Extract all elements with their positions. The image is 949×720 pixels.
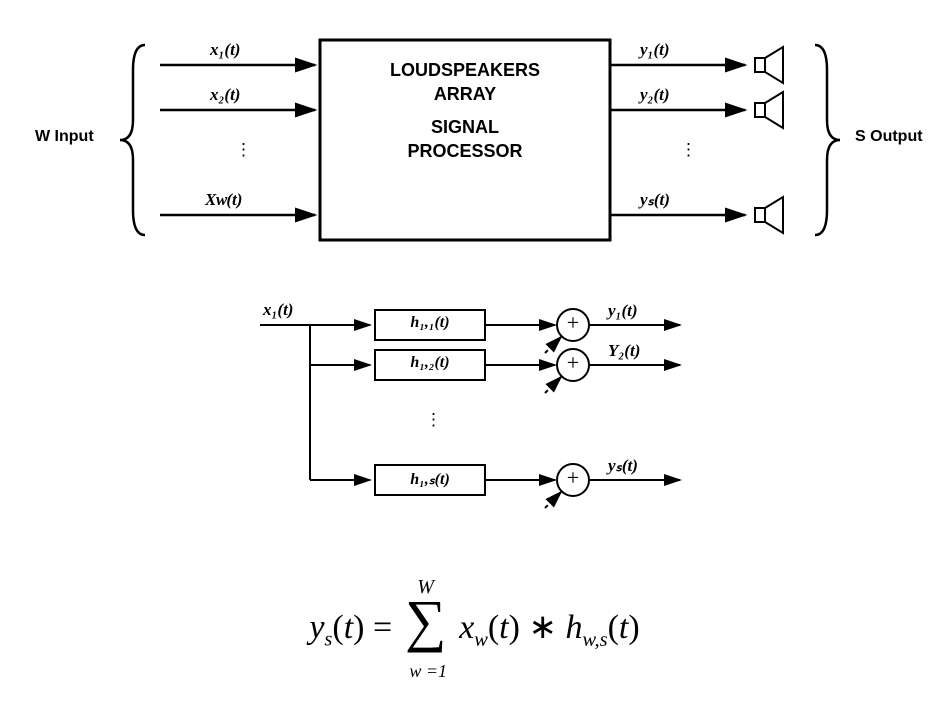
eq-lhs-rest: (t) = (332, 609, 400, 646)
output-ys: yₛ(t) (640, 190, 670, 210)
output-y2: y₂(t) (640, 85, 670, 105)
processor-line: ARRAY (320, 82, 610, 106)
mid-out-ys: yₛ(t) (608, 456, 638, 476)
vdots-icon: ⋮ (235, 140, 252, 160)
speaker-icon (755, 92, 783, 128)
input-x1: x₁(t) (210, 40, 240, 60)
speaker-icon (755, 47, 783, 83)
speaker-icon (755, 197, 783, 233)
filter-h1s: h₁,ₛ(t) (375, 469, 485, 489)
eq-sum-bot: w =1 (401, 661, 456, 682)
processor-line: PROCESSOR (320, 139, 610, 163)
processor-line: SIGNAL (320, 115, 610, 139)
filter-h11: h₁,₁(t) (375, 314, 485, 332)
input-x2: x₂(t) (210, 85, 240, 105)
eq-rhs: xw(t) ∗ hw,s(t) (459, 609, 640, 646)
vdots-icon: ⋮ (425, 410, 442, 430)
sigma-icon: ∑ (401, 592, 451, 650)
sum-plus-icon: + (557, 350, 589, 376)
mid-out-y1: y₁(t) (608, 301, 638, 321)
w-input-label: W Input (35, 128, 94, 146)
eq-y: y (309, 609, 324, 646)
input-xw: Xᴡ(t) (205, 190, 242, 210)
vdots-icon: ⋮ (680, 140, 697, 160)
s-output-label: S Output (855, 128, 923, 146)
diagram-canvas: W Input S Output LOUDSPEAKERS ARRAY SIGN… (0, 0, 949, 720)
mid-input-x1: x₁(t) (263, 300, 293, 320)
filter-h12: h₁,₂(t) (375, 354, 485, 372)
equation: ys(t) = W ∑ w =1 xw(t) ∗ hw,s(t) (0, 590, 949, 670)
mid-out-y2: Y₂(t) (608, 341, 640, 361)
sum-plus-icon: + (557, 465, 589, 491)
sum-plus-icon: + (557, 310, 589, 336)
processor-line: LOUDSPEAKERS (320, 58, 610, 82)
output-y1: y₁(t) (640, 40, 670, 60)
processor-label: LOUDSPEAKERS ARRAY SIGNAL PROCESSOR (320, 58, 610, 163)
